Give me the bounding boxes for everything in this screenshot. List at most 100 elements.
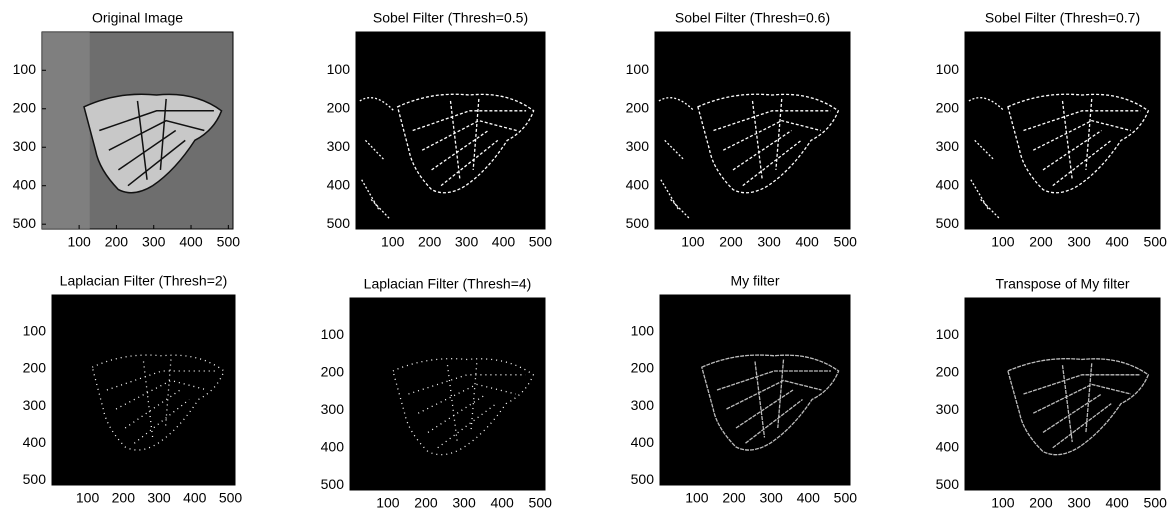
x-tick-label: 400 bbox=[1105, 234, 1129, 250]
subplot: My filter 100 200 300 400 500 100 200 300 400 500 bbox=[631, 273, 858, 506]
image-content bbox=[1008, 359, 1148, 455]
image-content bbox=[393, 359, 533, 455]
edges bbox=[398, 94, 534, 193]
y-tick-label: 100 bbox=[13, 61, 37, 77]
y-tick-label: 300 bbox=[936, 138, 960, 154]
x-tick-label: 400 bbox=[183, 490, 207, 506]
edges bbox=[1008, 359, 1148, 455]
x-tick-label: 500 bbox=[529, 495, 553, 511]
x-tick-label: 100 bbox=[991, 234, 1015, 250]
y-tick-label: 500 bbox=[23, 471, 47, 487]
y-tick-label: 400 bbox=[23, 434, 47, 450]
x-tick-label: 300 bbox=[1067, 495, 1091, 511]
y-tick-label: 400 bbox=[626, 176, 650, 192]
edges-left bbox=[969, 98, 1004, 219]
y-tick-label: 100 bbox=[936, 61, 960, 77]
y-tick-label: 400 bbox=[936, 176, 960, 192]
y-tick-label: 100 bbox=[936, 326, 960, 342]
x-tick-label: 100 bbox=[681, 234, 705, 250]
y-tick-label: 300 bbox=[321, 401, 345, 417]
image-area bbox=[659, 294, 851, 486]
edges bbox=[698, 94, 838, 193]
y-tick-label: 400 bbox=[936, 439, 960, 455]
y-tick-label: 300 bbox=[23, 397, 47, 413]
butterfly bbox=[84, 94, 222, 193]
y-tick-label: 300 bbox=[13, 138, 37, 154]
subplot: Original Image 100 200 300 400 500 100 200 300 40… bbox=[13, 10, 241, 250]
y-tick-label: 500 bbox=[936, 476, 960, 492]
edges-left bbox=[360, 98, 394, 219]
subplot: Transpose of My filter 100 200 300 400 500 100… bbox=[936, 276, 1167, 511]
x-tick-label: 100 bbox=[685, 490, 709, 506]
x-tick-label: 200 bbox=[418, 234, 442, 250]
y-tick-label: 100 bbox=[327, 61, 351, 77]
x-tick-label: 500 bbox=[219, 490, 243, 506]
edges-left bbox=[659, 98, 694, 219]
x-tick-label: 300 bbox=[452, 495, 476, 511]
y-tick-label: 200 bbox=[936, 364, 960, 380]
subplot-title: Laplacian Filter (Thresh=2) bbox=[60, 273, 228, 289]
y-tick-label: 500 bbox=[327, 215, 351, 231]
y-tick-label: 400 bbox=[631, 434, 655, 450]
image-area bbox=[349, 297, 546, 491]
y-tick-label: 300 bbox=[626, 138, 650, 154]
edges bbox=[92, 355, 224, 450]
x-tick-label: 300 bbox=[759, 490, 783, 506]
subplot-title: Sobel Filter (Thresh=0.7) bbox=[985, 10, 1140, 26]
foliage bbox=[42, 32, 90, 229]
y-tick-label: 300 bbox=[327, 138, 351, 154]
y-tick-label: 200 bbox=[631, 360, 655, 376]
x-tick-label: 100 bbox=[991, 495, 1015, 511]
x-tick-label: 200 bbox=[112, 490, 136, 506]
y-tick-label: 100 bbox=[321, 326, 345, 342]
y-tick-label: 400 bbox=[321, 439, 345, 455]
x-tick-label: 500 bbox=[1144, 495, 1168, 511]
y-tick-label: 300 bbox=[631, 397, 655, 413]
y-tick-label: 200 bbox=[936, 99, 960, 115]
image-content bbox=[659, 94, 838, 219]
x-tick-label: 100 bbox=[67, 234, 91, 250]
edges bbox=[702, 355, 839, 450]
image-content bbox=[969, 94, 1148, 219]
y-tick-label: 200 bbox=[321, 364, 345, 380]
edges bbox=[1008, 94, 1148, 193]
x-tick-label: 100 bbox=[376, 495, 400, 511]
y-tick-label: 500 bbox=[13, 215, 37, 231]
x-tick-label: 400 bbox=[1105, 495, 1129, 511]
x-tick-label: 500 bbox=[834, 234, 858, 250]
x-tick-label: 200 bbox=[1029, 495, 1053, 511]
subplot-title: Transpose of My filter bbox=[995, 276, 1129, 292]
subplot-title: Sobel Filter (Thresh=0.6) bbox=[675, 10, 830, 26]
x-tick-label: 500 bbox=[529, 234, 553, 250]
y-tick-label: 400 bbox=[327, 176, 351, 192]
subplot: Laplacian Filter (Thresh=4) 100 200 300 400 5… bbox=[321, 276, 552, 511]
x-tick-label: 300 bbox=[455, 234, 479, 250]
y-tick-label: 200 bbox=[327, 99, 351, 115]
image-area bbox=[355, 31, 546, 230]
x-tick-label: 400 bbox=[492, 234, 516, 250]
x-tick-label: 200 bbox=[105, 234, 129, 250]
subplot: Sobel Filter (Thresh=0.5) 100 200 300 400 500… bbox=[327, 10, 553, 250]
image-area bbox=[964, 31, 1161, 230]
subplot-title: My filter bbox=[731, 273, 780, 289]
y-tick-label: 400 bbox=[13, 176, 37, 192]
subplot-title: Original Image bbox=[92, 10, 183, 26]
y-tick-label: 500 bbox=[321, 476, 345, 492]
image-content bbox=[360, 94, 534, 219]
x-tick-label: 300 bbox=[1067, 234, 1091, 250]
x-tick-label: 200 bbox=[719, 234, 743, 250]
y-tick-label: 100 bbox=[631, 323, 655, 339]
x-tick-label: 200 bbox=[722, 490, 746, 506]
x-tick-label: 200 bbox=[1029, 234, 1053, 250]
y-tick-label: 500 bbox=[631, 471, 655, 487]
image-area bbox=[964, 297, 1161, 491]
y-tick-label: 200 bbox=[626, 99, 650, 115]
subplot: Sobel Filter (Thresh=0.7) 100 200 300 400 500… bbox=[936, 10, 1167, 250]
y-tick-label: 200 bbox=[13, 99, 37, 115]
x-tick-label: 200 bbox=[414, 495, 438, 511]
x-tick-label: 100 bbox=[76, 490, 100, 506]
x-tick-label: 400 bbox=[795, 234, 819, 250]
subplot: Sobel Filter (Thresh=0.6) 100 200 300 400 500… bbox=[626, 10, 857, 250]
x-tick-label: 300 bbox=[757, 234, 781, 250]
y-tick-label: 500 bbox=[936, 215, 960, 231]
